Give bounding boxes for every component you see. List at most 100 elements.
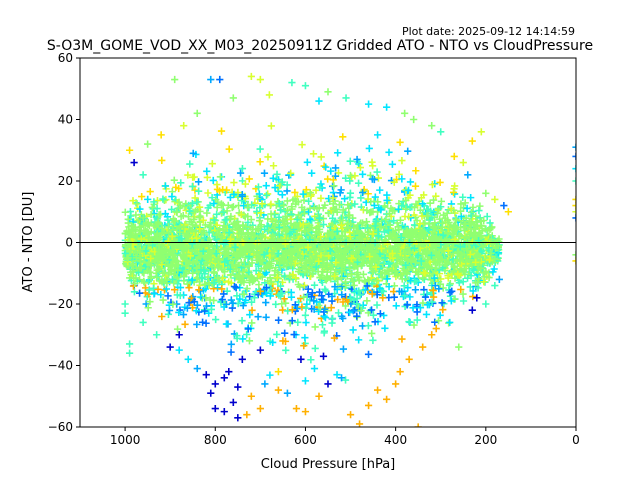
scatter-point [344, 212, 353, 220]
scatter-point [469, 287, 477, 295]
scatter-point [353, 300, 361, 308]
scatter-point [268, 235, 277, 243]
scatter-point [297, 355, 305, 363]
scatter-point [264, 277, 272, 285]
scatter-point [170, 176, 178, 184]
scatter-point [154, 272, 162, 280]
scatter-point [324, 88, 332, 96]
scatter-point [230, 178, 238, 187]
scatter-point [164, 310, 173, 318]
scatter-point [280, 201, 288, 210]
scatter-point [351, 262, 359, 270]
scatter-point [382, 215, 390, 223]
scatter-point [130, 158, 138, 167]
scatter-point [127, 230, 135, 238]
scatter-point [355, 336, 363, 344]
scatter-point [183, 250, 191, 258]
scatter-point [190, 173, 198, 181]
scatter-point [275, 237, 283, 245]
scatter-point [236, 295, 244, 303]
scatter-point [357, 262, 365, 270]
scatter-point [283, 389, 292, 397]
scatter-point [439, 211, 448, 219]
scatter-point [229, 398, 237, 406]
scatter-point [349, 307, 357, 315]
scatter-point [311, 323, 319, 331]
scatter-point [290, 248, 298, 256]
scatter-point [306, 204, 314, 213]
scatter-point [341, 376, 350, 384]
scatter-point [282, 212, 290, 220]
scatter-point [230, 237, 238, 245]
scatter-point [380, 228, 389, 236]
scatter-point [155, 235, 163, 243]
scatter-point [255, 217, 264, 225]
scatter-point [226, 235, 235, 243]
scatter-point [195, 187, 203, 195]
scatter-point [476, 202, 484, 210]
scatter-point [443, 209, 451, 217]
scatter-point [415, 242, 423, 250]
scatter-point [153, 196, 162, 205]
scatter-point [224, 252, 233, 260]
scatter-point [423, 301, 432, 309]
scatter-point [225, 228, 233, 237]
scatter-point [464, 171, 472, 179]
scatter-point [233, 332, 241, 340]
scatter-point [275, 231, 283, 239]
scatter-point [374, 174, 382, 182]
scatter-point [459, 297, 468, 305]
scatter-point [450, 262, 458, 270]
scatter-point [352, 237, 360, 245]
scatter-point [335, 201, 344, 209]
scatter-point [170, 286, 179, 294]
scatter-point [358, 219, 367, 227]
scatter-point [433, 209, 441, 217]
scatter-point [421, 293, 430, 301]
scatter-point [158, 312, 166, 321]
scatter-point [147, 272, 155, 281]
scatter-point [392, 245, 400, 253]
scatter-point [425, 226, 433, 234]
scatter-point [238, 317, 246, 325]
scatter-point [212, 315, 220, 324]
scatter-point [468, 306, 476, 314]
scatter-point [258, 200, 266, 208]
scatter-point [234, 383, 242, 391]
scatter-point [447, 297, 455, 305]
scatter-point [368, 329, 376, 338]
scatter-point [183, 304, 191, 312]
scatter-point [234, 414, 242, 422]
scatter-point [135, 223, 144, 232]
scatter-point [238, 277, 246, 285]
scatter-point [307, 356, 315, 364]
scatter-point [427, 251, 436, 259]
scatter-point [491, 281, 499, 290]
scatter-point [474, 278, 482, 286]
scatter-point [290, 330, 298, 339]
scatter-point [388, 160, 397, 168]
scatter-point [438, 246, 446, 254]
scatter-point [365, 144, 373, 153]
scatter-point [225, 368, 233, 376]
scatter-point [369, 162, 377, 170]
scatter-point [290, 221, 298, 229]
scatter-point [214, 246, 222, 254]
scatter-point [216, 75, 224, 84]
scatter-point [176, 201, 185, 210]
scatter-point [193, 198, 201, 206]
scatter-point [408, 227, 417, 236]
scatter-point [142, 300, 150, 308]
scatter-point [260, 169, 269, 177]
scatter-point [195, 213, 203, 221]
scatter-point [173, 208, 181, 216]
scatter-point [344, 201, 352, 209]
scatter-point [213, 274, 222, 282]
scatter-point [402, 261, 410, 269]
scatter-point [312, 263, 320, 271]
scatter-point [313, 205, 321, 213]
scatter-point [158, 260, 166, 269]
scatter-point [173, 325, 182, 333]
scatter-point [201, 234, 209, 242]
scatter-point [435, 285, 443, 293]
